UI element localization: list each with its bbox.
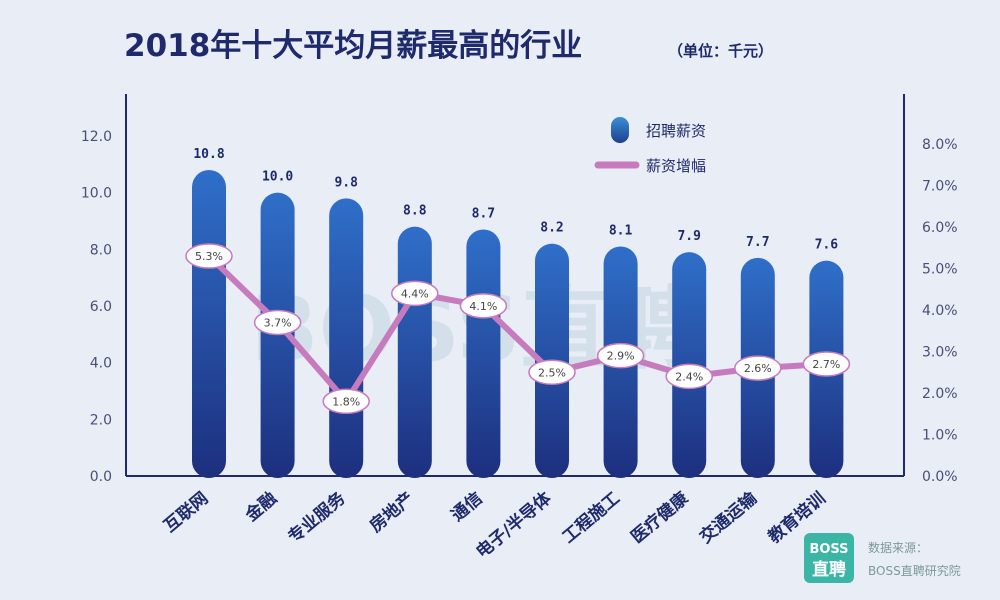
bars [192, 170, 844, 479]
left-tick-label: 8.0 [90, 242, 112, 258]
growth-label: 2.9% [607, 350, 635, 363]
legend-line-label: 薪资增幅 [646, 157, 706, 175]
bar-value-label: 8.2 [540, 221, 563, 236]
left-tick-label: 0.0 [90, 469, 112, 485]
growth-line-path [206, 253, 830, 405]
growth-point [665, 363, 713, 390]
left-tick-label: 2.0 [90, 412, 112, 428]
left-axis-ticks: 0.0 2.0 4.0 6.0 8.0 10.0 12.0 [81, 129, 112, 485]
right-tick-label: 6.0% [922, 220, 958, 236]
growth-label: 2.5% [538, 366, 566, 379]
bar-value-label: 8.1 [609, 224, 633, 239]
right-tick-label: 8.0% [922, 137, 958, 153]
category-label: 专业服务 [284, 487, 350, 547]
bar-value-label: 9.8 [334, 175, 358, 190]
growth-label: 2.7% [812, 358, 840, 371]
bar-value-label: 7.6 [815, 238, 839, 253]
right-tick-label: 4.0% [922, 303, 958, 319]
category-label: 金融 [241, 488, 281, 527]
bar [329, 198, 364, 479]
bar-value-label: 8.7 [472, 207, 495, 222]
category-label: 通信 [447, 488, 487, 526]
bar-value-label: 8.8 [403, 204, 427, 219]
bar [260, 192, 295, 478]
boss-logo-bottom: 直聘 [812, 559, 846, 580]
right-tick-label: 0.0% [922, 469, 958, 485]
growth-label: 4.1% [469, 300, 497, 313]
growth-point [185, 243, 233, 269]
left-tick-label: 12.0 [81, 129, 112, 145]
boss-logo-box [804, 533, 854, 583]
legend: 招聘薪资 薪资增幅 [594, 117, 706, 175]
category-label: 工程施工 [558, 488, 624, 548]
growth-point [459, 293, 508, 319]
legend-bar-label: 招聘薪资 [646, 122, 706, 140]
source-name: BOSS直聘研究院 [868, 563, 961, 578]
growth-line: 5.3% 3.7% 1.8% 4.4% 4.1% 2.5% 2.9% 2.4% 2.6% 2.7% [185, 243, 851, 415]
left-tick-label: 10.0 [81, 186, 112, 202]
growth-label: 1.8% [332, 395, 360, 408]
category-label: 交通运输 [695, 487, 761, 547]
right-tick-label: 3.0% [922, 345, 958, 361]
growth-point [391, 280, 439, 307]
bar [192, 170, 226, 478]
source-label: 数据来源： [868, 540, 928, 555]
category-label: 互联网 [160, 489, 212, 537]
right-tick-label: 1.0% [922, 428, 958, 444]
right-tick-label: 2.0% [922, 386, 958, 402]
bar [466, 229, 501, 478]
legend-bar-swatch [611, 117, 629, 143]
category-label: 电子/半导体 [472, 487, 556, 562]
growth-label: 4.4% [401, 287, 429, 300]
growth-point [322, 388, 370, 415]
growth-label: 2.4% [675, 370, 703, 383]
growth-point [734, 355, 782, 381]
boss-logo: BOSS 直聘 [804, 533, 854, 583]
bar-value-label: 7.7 [746, 235, 769, 250]
unit-label: （单位：千元） [668, 42, 773, 60]
bar-value-label: 7.9 [677, 229, 700, 244]
right-axis-ticks: 0.0% 1.0% 2.0% 3.0% 4.0% 5.0% 6.0% 7.0% 8.0% [922, 137, 958, 485]
category-label: 医疗健康 [627, 487, 693, 547]
bar-value-labels: 10.8 10.0 9.8 8.8 8.7 8.2 8.1 7.9 7.7 7.6 [193, 147, 838, 253]
bar-value-label: 10.0 [262, 170, 293, 185]
growth-point [596, 342, 645, 369]
boss-logo-top: BOSS [809, 542, 848, 557]
right-tick-label: 7.0% [922, 179, 958, 195]
growth-point [802, 351, 851, 377]
bar [397, 226, 432, 478]
left-tick-label: 4.0 [90, 356, 112, 372]
growth-point [253, 309, 302, 336]
growth-label: 3.7% [264, 316, 292, 329]
category-label: 房地产 [365, 488, 418, 537]
growth-label: 5.3% [195, 250, 223, 263]
growth-label: 2.6% [744, 362, 772, 375]
bar-value-label: 10.8 [193, 147, 224, 162]
right-tick-label: 5.0% [922, 262, 958, 278]
growth-point [528, 359, 576, 385]
left-tick-label: 6.0 [90, 299, 112, 315]
chart-title: 2018年十大平均月薪最高的行业 [124, 28, 582, 64]
